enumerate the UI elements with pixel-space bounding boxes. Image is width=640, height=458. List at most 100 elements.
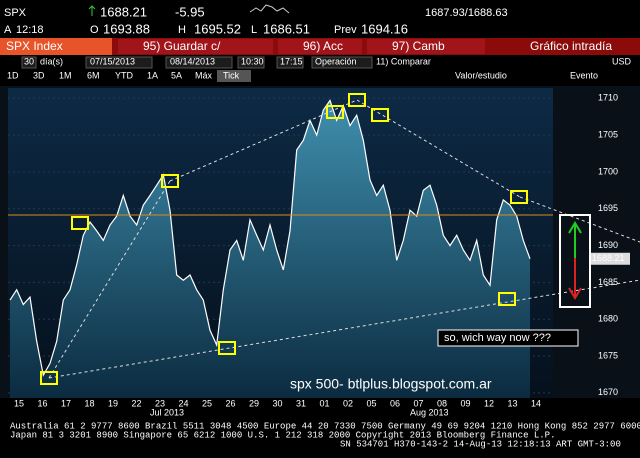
period-button[interactable]: 1M xyxy=(59,70,72,80)
ticker: SPX xyxy=(4,7,27,19)
chart: 1670167516801685169016951700170517101688… xyxy=(8,93,640,417)
x-tick-label: 31 xyxy=(296,398,306,408)
input-box xyxy=(85,56,153,69)
x-tick-label: 14 xyxy=(531,398,541,408)
period-button[interactable]: Tick xyxy=(223,70,240,80)
input-box xyxy=(237,56,265,69)
end-date: 08/14/2013 xyxy=(170,56,215,66)
period-button[interactable]: YTD xyxy=(115,70,134,80)
end-time: 17:15 xyxy=(280,56,303,66)
last-price: 1688.21 xyxy=(100,4,147,19)
trend-line xyxy=(48,180,171,379)
y-tick-label: 1675 xyxy=(598,350,618,360)
marker-box xyxy=(510,190,528,204)
low: 1686.51 xyxy=(263,21,310,36)
label: A xyxy=(4,24,12,36)
x-tick-label: 29 xyxy=(249,398,259,408)
input-box xyxy=(311,56,373,69)
change: -5.95 xyxy=(175,4,205,19)
security: SPX Index xyxy=(6,39,63,53)
period-button[interactable]: 1D xyxy=(7,70,19,80)
price-area xyxy=(10,100,530,398)
y-tick-label: 1705 xyxy=(598,130,618,140)
days: 30 xyxy=(24,56,34,66)
last-price-tag xyxy=(590,252,630,265)
toolbar-button[interactable] xyxy=(367,39,485,54)
price-line xyxy=(9,99,531,377)
x-tick-label: 15 xyxy=(14,398,24,408)
period-button[interactable]: Máx xyxy=(195,70,213,80)
marker-box xyxy=(40,371,58,385)
period-button[interactable]: 6M xyxy=(87,70,100,80)
toolbar-title: Gráfico intradía xyxy=(530,39,612,53)
x-tick-label: 06 xyxy=(390,398,400,408)
annotation-box xyxy=(437,329,579,347)
toolbar-button[interactable] xyxy=(278,39,362,54)
marker-box xyxy=(371,108,389,122)
toolbar-button-label: 95) Guardar c/ xyxy=(143,39,221,53)
x-tick-label: 23 xyxy=(155,398,165,408)
prev: 1694.16 xyxy=(361,21,408,36)
toolbar-button-label: 96) Acc xyxy=(303,39,343,53)
footer-line: Australia 61 2 9777 8600 Brazil 5511 304… xyxy=(10,421,640,431)
marker-box xyxy=(498,292,516,306)
marker-box xyxy=(348,93,366,107)
x-tick-label: 09 xyxy=(460,398,470,408)
event-button[interactable]: Evento xyxy=(570,70,598,80)
y-tick-label: 1710 xyxy=(598,93,618,103)
period-button[interactable]: 5A xyxy=(171,70,182,80)
input-box xyxy=(276,56,304,69)
x-tick-label: 16 xyxy=(37,398,47,408)
x-tick-label: 19 xyxy=(108,398,118,408)
up-arrow xyxy=(88,5,96,16)
input-box xyxy=(165,56,233,69)
compare: 11) Comparar xyxy=(376,56,431,66)
x-tick-label: 22 xyxy=(131,398,141,408)
x-tick-label: 12 xyxy=(484,398,494,408)
currency: USD xyxy=(612,56,632,66)
y-tick-label: 1680 xyxy=(598,314,618,324)
marker-box xyxy=(218,341,236,355)
x-tick-label: 18 xyxy=(84,398,94,408)
y-tick-label: 1685 xyxy=(598,277,618,287)
y-tick-label: 1670 xyxy=(598,387,618,397)
days-unit: día(s) xyxy=(40,56,63,66)
x-tick-label: 13 xyxy=(507,398,517,408)
x-tick-label: 17 xyxy=(61,398,71,408)
marker-box xyxy=(326,105,344,119)
period-button[interactable]: 3D xyxy=(33,70,45,80)
footer-line: Japan 81 3 3201 8900 Singapore 65 6212 1… xyxy=(10,430,556,440)
study-button[interactable]: Valor/estudio xyxy=(455,70,507,80)
time: 12:18 xyxy=(16,24,44,36)
start-time: 10:30 xyxy=(241,56,264,66)
marker-box xyxy=(161,174,179,188)
bid-ask: 1687.93/1688.63 xyxy=(425,7,508,19)
month-label: Aug 2013 xyxy=(410,407,449,417)
y-tick-label: 1690 xyxy=(598,240,618,250)
trend-line xyxy=(169,99,358,182)
trend-line xyxy=(48,279,640,379)
label: Prev xyxy=(334,24,357,36)
month-label: Jul 2013 xyxy=(150,407,184,417)
toolbar-button[interactable] xyxy=(118,39,273,54)
period-button[interactable]: 1A xyxy=(147,70,158,80)
trend-line xyxy=(356,99,521,198)
x-tick-label: 05 xyxy=(366,398,376,408)
open: 1693.88 xyxy=(103,21,150,36)
x-tick-label: 07 xyxy=(413,398,423,408)
period-selected xyxy=(217,70,251,82)
direction-box xyxy=(559,214,591,308)
x-tick-label: 26 xyxy=(225,398,235,408)
label: O xyxy=(90,24,99,36)
watermark: spx 500- btlplus.blogspot.com.ar xyxy=(290,376,492,392)
x-tick-label: 24 xyxy=(178,398,188,408)
y-tick-label: 1695 xyxy=(598,203,618,213)
footer-line: SN 534701 H370-143-2 14-Aug-13 12:18:13 … xyxy=(340,439,621,449)
x-tick-label: 01 xyxy=(319,398,329,408)
x-tick-label: 30 xyxy=(272,398,282,408)
up-arrow xyxy=(568,221,582,262)
marker-box xyxy=(71,216,89,230)
input-box xyxy=(21,56,37,69)
mode: Operación xyxy=(315,56,357,66)
